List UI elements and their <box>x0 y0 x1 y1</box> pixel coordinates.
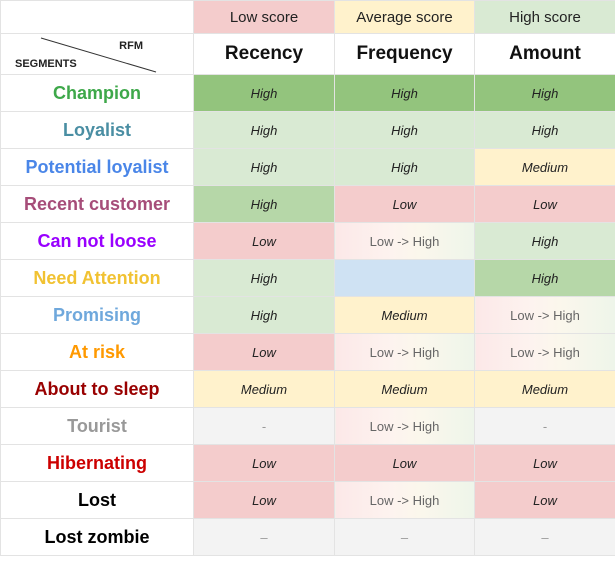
recency-value: High <box>193 148 335 186</box>
recency-value: Low <box>193 333 335 371</box>
legend-blank-cell <box>0 0 194 34</box>
segment-row-loyalist: Loyalist High High High <box>0 111 615 149</box>
amount-value: Medium <box>474 370 615 408</box>
segment-name: Tourist <box>0 407 194 445</box>
frequency-value: Low <box>334 444 475 482</box>
frequency-value: High <box>334 111 475 149</box>
frequency-value: Medium <box>334 296 475 334</box>
segment-row-lost: Lost Low Low -> High Low <box>0 481 615 519</box>
recency-value: High <box>193 296 335 334</box>
frequency-header: Frequency <box>334 33 475 75</box>
segment-row-lost-zombie: Lost zombie – – – <box>0 518 615 556</box>
amount-value: High <box>474 259 615 297</box>
segment-row-promising: Promising High Medium Low -> High <box>0 296 615 334</box>
frequency-value: Low -> High <box>334 222 475 260</box>
segment-row-champion: Champion High High High <box>0 74 615 112</box>
header-row: RFM SEGMENTS Recency Frequency Amount <box>0 33 615 75</box>
recency-value: – <box>193 518 335 556</box>
segment-row-about-to-sleep: About to sleep Medium Medium Medium <box>0 370 615 408</box>
amount-value: Low -> High <box>474 333 615 371</box>
amount-value: Low <box>474 185 615 223</box>
recency-value: Low <box>193 444 335 482</box>
amount-value: High <box>474 222 615 260</box>
segment-name: Recent customer <box>0 185 194 223</box>
amount-header: Amount <box>474 33 615 75</box>
amount-value: High <box>474 111 615 149</box>
rfm-label: RFM <box>119 40 143 52</box>
amount-value: - <box>474 407 615 445</box>
recency-value: High <box>193 74 335 112</box>
segment-name: Hibernating <box>0 444 194 482</box>
recency-value: Low <box>193 222 335 260</box>
segment-name: Can not loose <box>0 222 194 260</box>
segment-row-potential-loyalist: Potential loyalist High High Medium <box>0 148 615 186</box>
segment-row-tourist: Tourist - Low -> High - <box>0 407 615 445</box>
legend-average-score: Average score <box>334 0 475 34</box>
amount-value: High <box>474 74 615 112</box>
segment-name: Lost zombie <box>0 518 194 556</box>
recency-value: High <box>193 185 335 223</box>
frequency-value: High <box>334 74 475 112</box>
segment-row-recent-customer: Recent customer High Low Low <box>0 185 615 223</box>
segment-row-at-risk: At risk Low Low -> High Low -> High <box>0 333 615 371</box>
frequency-value: – <box>334 518 475 556</box>
recency-value: High <box>193 111 335 149</box>
amount-value: Medium <box>474 148 615 186</box>
frequency-value: Low -> High <box>334 333 475 371</box>
rfm-segments-corner-cell: RFM SEGMENTS <box>0 33 194 75</box>
amount-value: Low <box>474 444 615 482</box>
segment-name: Potential loyalist <box>0 148 194 186</box>
frequency-value <box>334 259 475 297</box>
segment-name: Need Attention <box>0 259 194 297</box>
segment-row-need-attention: Need Attention High High <box>0 259 615 297</box>
segment-name: Promising <box>0 296 194 334</box>
recency-value: High <box>193 259 335 297</box>
amount-value: – <box>474 518 615 556</box>
legend-row: Low score Average score High score <box>0 0 615 34</box>
segment-name: Lost <box>0 481 194 519</box>
segment-row-can-not-loose: Can not loose Low Low -> High High <box>0 222 615 260</box>
segment-row-hibernating: Hibernating Low Low Low <box>0 444 615 482</box>
recency-value: Medium <box>193 370 335 408</box>
segment-name: At risk <box>0 333 194 371</box>
amount-value: Low <box>474 481 615 519</box>
recency-header: Recency <box>193 33 335 75</box>
frequency-value: Medium <box>334 370 475 408</box>
recency-value: - <box>193 407 335 445</box>
legend-high-score: High score <box>474 0 615 34</box>
segment-name: Loyalist <box>0 111 194 149</box>
segment-name: About to sleep <box>0 370 194 408</box>
frequency-value: High <box>334 148 475 186</box>
segments-label: SEGMENTS <box>15 58 77 70</box>
legend-low-score: Low score <box>193 0 335 34</box>
amount-value: Low -> High <box>474 296 615 334</box>
frequency-value: Low <box>334 185 475 223</box>
recency-value: Low <box>193 481 335 519</box>
diagonal-divider <box>40 37 157 73</box>
segment-name: Champion <box>0 74 194 112</box>
frequency-value: Low -> High <box>334 481 475 519</box>
frequency-value: Low -> High <box>334 407 475 445</box>
